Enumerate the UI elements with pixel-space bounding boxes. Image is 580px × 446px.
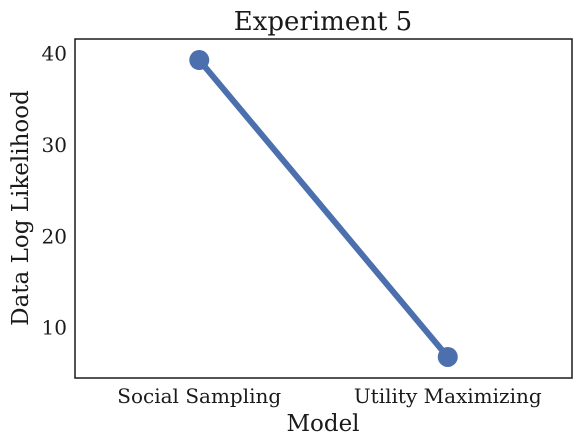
y-tick-label: 20 [42,224,67,248]
series-line [199,60,448,357]
x-tick-label: Utility Maximizing [354,384,542,408]
x-axis-label: Model [286,411,359,437]
y-axis-ticks: 10 20 30 40 [42,42,67,340]
series-layer [189,50,458,367]
y-axis-label: Data Log Likelihood [8,90,34,326]
y-tick-label: 10 [42,316,67,340]
y-tick-label: 30 [42,133,67,157]
chart-title: Experiment 5 [234,7,412,37]
x-tick-label: Social Sampling [117,384,281,408]
data-point [438,347,458,367]
data-point [189,50,209,70]
x-axis-ticks: Social Sampling Utility Maximizing [117,384,542,408]
y-tick-label: 40 [42,42,67,66]
